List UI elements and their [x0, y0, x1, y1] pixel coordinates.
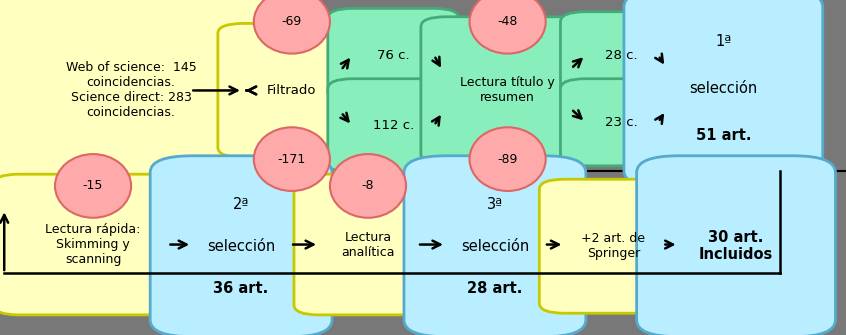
- Text: -171: -171: [277, 153, 306, 165]
- FancyBboxPatch shape: [328, 79, 459, 173]
- FancyBboxPatch shape: [404, 156, 585, 335]
- Text: Lectura
analítica: Lectura analítica: [341, 230, 395, 259]
- Text: selección: selección: [461, 239, 529, 254]
- Text: Lectura título y
resumen: Lectura título y resumen: [460, 76, 555, 105]
- FancyBboxPatch shape: [560, 79, 684, 166]
- Text: -8: -8: [362, 180, 374, 192]
- Text: Lectura rápida:
Skimming y
scanning: Lectura rápida: Skimming y scanning: [46, 223, 140, 266]
- Text: 76 c.: 76 c.: [377, 49, 409, 62]
- FancyBboxPatch shape: [420, 17, 594, 164]
- Text: 3ª: 3ª: [486, 197, 503, 212]
- Text: selección: selección: [689, 81, 757, 96]
- FancyBboxPatch shape: [560, 12, 684, 99]
- FancyBboxPatch shape: [151, 156, 332, 335]
- Ellipse shape: [470, 0, 546, 54]
- Text: +2 art. de
Springer: +2 art. de Springer: [581, 232, 645, 260]
- Text: Filtrado: Filtrado: [267, 84, 316, 97]
- Ellipse shape: [470, 127, 546, 191]
- FancyBboxPatch shape: [217, 23, 365, 157]
- Text: -69: -69: [282, 15, 302, 28]
- Ellipse shape: [55, 154, 131, 218]
- Text: 30 art.
Incluidos: 30 art. Incluidos: [699, 230, 773, 262]
- Ellipse shape: [254, 127, 330, 191]
- Text: -89: -89: [497, 153, 518, 165]
- Text: 23 c.: 23 c.: [606, 116, 638, 129]
- Ellipse shape: [254, 0, 330, 54]
- Text: 28 art.: 28 art.: [467, 281, 523, 296]
- FancyBboxPatch shape: [636, 156, 835, 335]
- Text: -48: -48: [497, 15, 518, 28]
- FancyBboxPatch shape: [0, 0, 275, 184]
- Text: 1ª: 1ª: [715, 35, 732, 49]
- Ellipse shape: [330, 154, 406, 218]
- Text: Web of science:  145
coincidencias.
Science direct: 283
coincidencias.: Web of science: 145 coincidencias. Scien…: [66, 61, 196, 120]
- Text: 112 c.: 112 c.: [373, 119, 414, 132]
- Text: -15: -15: [83, 180, 103, 192]
- Text: selección: selección: [207, 239, 275, 254]
- FancyBboxPatch shape: [624, 0, 822, 188]
- FancyBboxPatch shape: [328, 8, 459, 102]
- Text: 28 c.: 28 c.: [606, 49, 638, 62]
- Text: 51 art.: 51 art.: [695, 128, 751, 143]
- FancyBboxPatch shape: [0, 174, 192, 315]
- Text: 2ª: 2ª: [233, 197, 250, 212]
- FancyBboxPatch shape: [540, 179, 687, 313]
- FancyBboxPatch shape: [294, 174, 442, 315]
- Text: 36 art.: 36 art.: [213, 281, 269, 296]
